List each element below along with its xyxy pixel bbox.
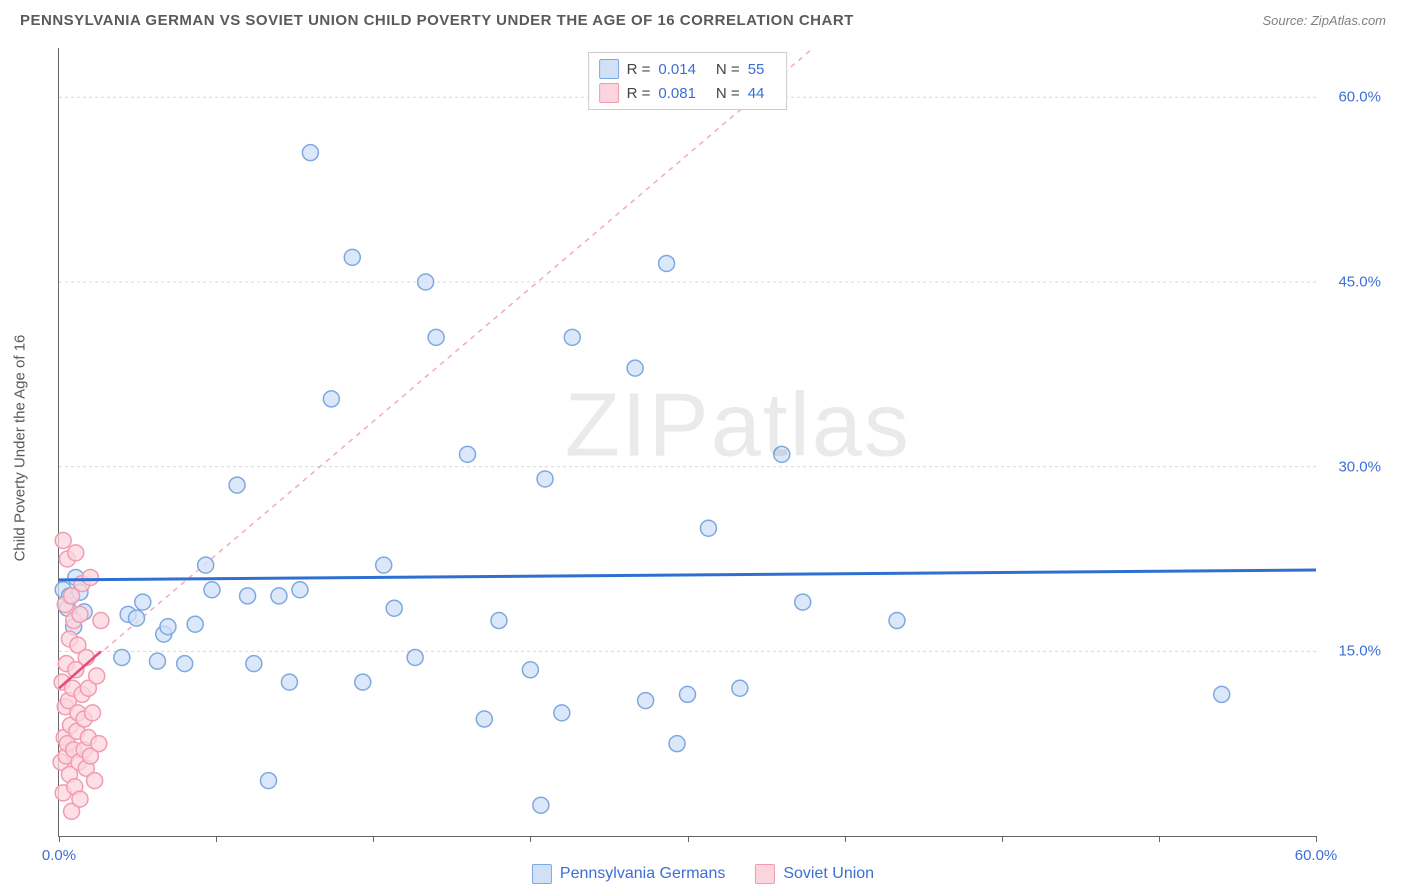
title-bar: PENNSYLVANIA GERMAN VS SOVIET UNION CHIL… <box>0 0 1406 37</box>
data-point <box>376 557 392 573</box>
r-label: R = <box>627 85 651 102</box>
x-tick-mark <box>688 836 689 842</box>
stats-swatch <box>599 59 619 79</box>
data-point <box>418 274 434 290</box>
data-point <box>386 600 402 616</box>
r-label: R = <box>627 61 651 78</box>
bottom-legend: Pennsylvania Germans Soviet Union <box>532 864 874 884</box>
x-tick-label: 60.0% <box>1295 847 1338 864</box>
data-point <box>72 791 88 807</box>
data-point <box>680 686 696 702</box>
data-point <box>554 705 570 721</box>
chart-title: PENNSYLVANIA GERMAN VS SOVIET UNION CHIL… <box>20 12 854 29</box>
data-point <box>407 649 423 665</box>
data-point <box>93 613 109 629</box>
r-value: 0.081 <box>658 85 696 102</box>
stats-row: R = 0.014 N = 55 <box>599 57 777 81</box>
data-point <box>198 557 214 573</box>
data-point <box>87 773 103 789</box>
plot-wrap: Child Poverty Under the Age of 16 ZIPatl… <box>50 48 1386 847</box>
legend-label: Pennsylvania Germans <box>560 865 725 883</box>
r-value: 0.014 <box>658 61 696 78</box>
data-point <box>91 736 107 752</box>
data-point <box>1214 686 1230 702</box>
data-point <box>160 619 176 635</box>
data-point <box>659 255 675 271</box>
legend-label: Soviet Union <box>783 865 874 883</box>
legend-item: Soviet Union <box>755 864 874 884</box>
data-point <box>491 613 507 629</box>
data-point <box>732 680 748 696</box>
data-point <box>204 582 220 598</box>
plot-area: ZIPatlas R =0.014N =55R =0.081N =44 15.0… <box>58 48 1316 837</box>
data-point <box>135 594 151 610</box>
data-point <box>55 533 71 549</box>
data-point <box>476 711 492 727</box>
x-tick-mark <box>216 836 217 842</box>
data-point <box>460 446 476 462</box>
x-tick-mark <box>59 836 60 842</box>
x-tick-mark <box>1002 836 1003 842</box>
data-point <box>323 391 339 407</box>
x-tick-mark <box>1159 836 1160 842</box>
legend-swatch <box>532 864 552 884</box>
data-point <box>72 606 88 622</box>
data-point <box>177 656 193 672</box>
data-point <box>271 588 287 604</box>
data-point <box>229 477 245 493</box>
data-point <box>638 693 654 709</box>
data-point <box>129 610 145 626</box>
n-label: N = <box>716 85 740 102</box>
data-point <box>669 736 685 752</box>
data-point <box>149 653 165 669</box>
legend-item: Pennsylvania Germans <box>532 864 725 884</box>
x-tick-mark <box>373 836 374 842</box>
n-label: N = <box>716 61 740 78</box>
data-point <box>246 656 262 672</box>
n-value: 44 <box>748 85 765 102</box>
data-point <box>302 145 318 161</box>
data-point <box>89 668 105 684</box>
stats-row: R = 0.081 N = 44 <box>599 81 777 105</box>
y-tick-label: 45.0% <box>1338 273 1381 290</box>
data-point <box>533 797 549 813</box>
x-tick-mark <box>845 836 846 842</box>
x-tick-mark <box>530 836 531 842</box>
data-point <box>187 616 203 632</box>
source-label: Source: ZipAtlas.com <box>1262 13 1386 28</box>
data-point <box>68 545 84 561</box>
scatter-plot-svg <box>59 48 1316 836</box>
data-point <box>795 594 811 610</box>
data-point <box>281 674 297 690</box>
data-point <box>261 773 277 789</box>
data-point <box>700 520 716 536</box>
stats-legend-box: R = 0.014 N = 55 R = 0.081 N = 44 <box>588 52 788 110</box>
n-value: 55 <box>748 61 765 78</box>
data-point <box>564 329 580 345</box>
data-point <box>82 569 98 585</box>
data-point <box>774 446 790 462</box>
data-point <box>114 649 130 665</box>
data-point <box>240 588 256 604</box>
data-point <box>537 471 553 487</box>
data-point <box>522 662 538 678</box>
x-tick-mark <box>1316 836 1317 842</box>
data-point <box>292 582 308 598</box>
y-tick-label: 15.0% <box>1338 643 1381 660</box>
data-point <box>85 705 101 721</box>
data-point <box>355 674 371 690</box>
data-point <box>627 360 643 376</box>
y-tick-label: 60.0% <box>1338 89 1381 106</box>
stats-swatch <box>599 83 619 103</box>
x-tick-label: 0.0% <box>42 847 76 864</box>
y-axis-label: Child Poverty Under the Age of 16 <box>12 334 29 561</box>
data-point <box>889 613 905 629</box>
y-tick-label: 30.0% <box>1338 458 1381 475</box>
data-point <box>428 329 444 345</box>
legend-swatch <box>755 864 775 884</box>
data-point <box>344 249 360 265</box>
